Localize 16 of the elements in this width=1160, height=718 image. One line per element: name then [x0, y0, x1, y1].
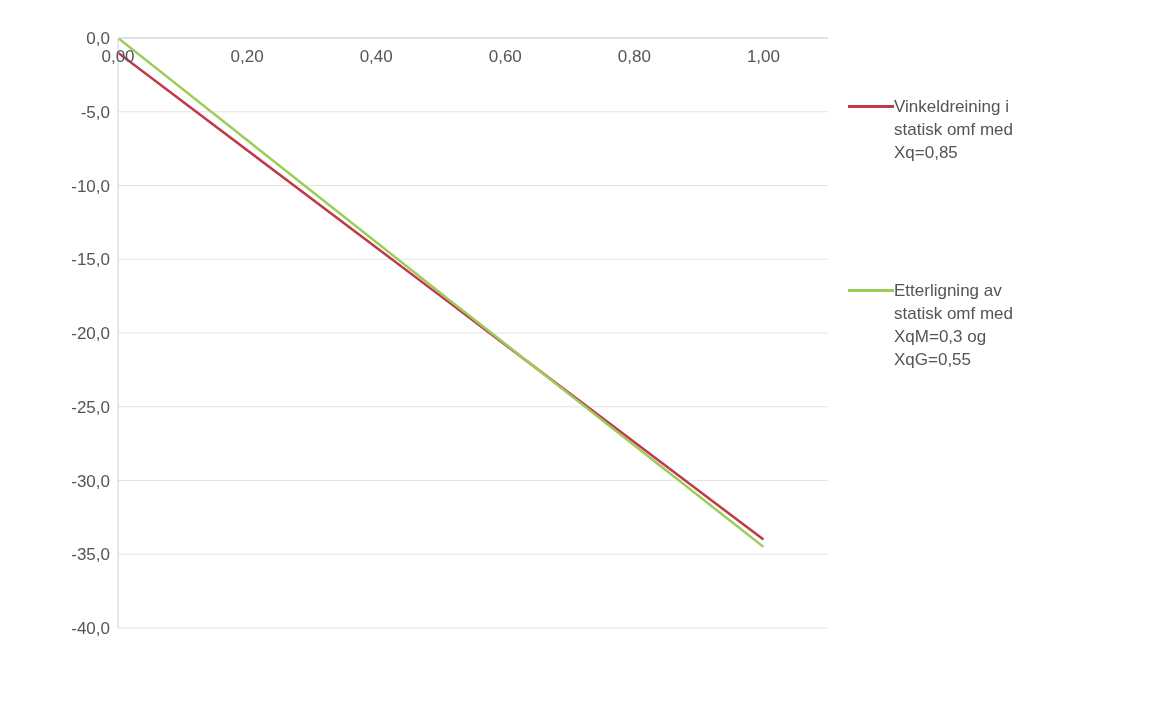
y-tick-label: -15,0 — [71, 250, 110, 270]
x-tick-label: 0,60 — [488, 47, 522, 66]
x-tick-label: 0,20 — [230, 47, 264, 66]
y-tick-label: -35,0 — [71, 545, 110, 565]
legend-label: Vinkeldreining i statisk omf med Xq=0,85 — [894, 96, 1015, 165]
x-tick-label: 0,40 — [359, 47, 393, 66]
y-tick-label: -20,0 — [71, 324, 110, 344]
y-tick-label: -30,0 — [71, 471, 110, 491]
y-tick-label: 0,0 — [86, 29, 110, 49]
x-tick-label: 1,00 — [746, 47, 780, 66]
y-tick-label: -10,0 — [71, 176, 110, 196]
x-tick-label: 0,80 — [617, 47, 651, 66]
y-tick-label: -25,0 — [71, 397, 110, 417]
y-tick-label: -5,0 — [80, 102, 110, 122]
legend-label: Etterligning av statisk omf med XqM=0,3 og XqG=0,55 — [894, 279, 1015, 371]
y-tick-label: -40,0 — [71, 619, 110, 639]
